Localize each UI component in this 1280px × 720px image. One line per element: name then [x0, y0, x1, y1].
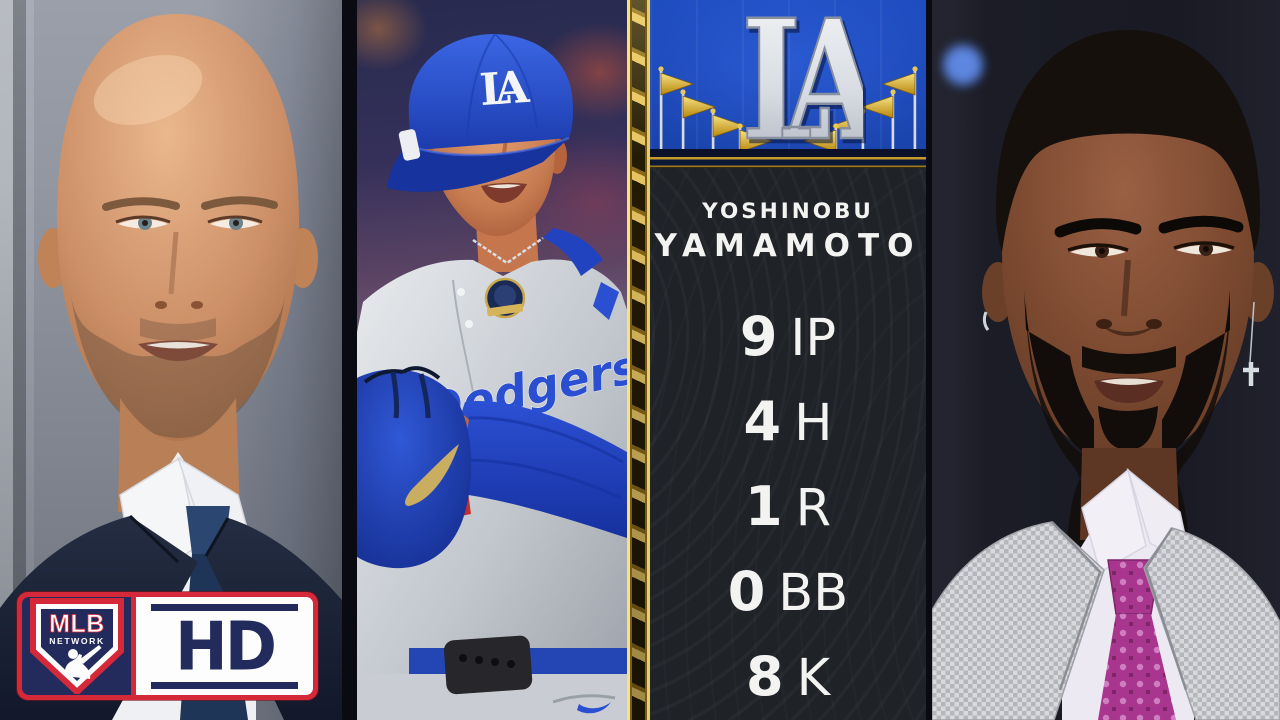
ear-earring-icon: [982, 311, 990, 331]
stat-value: 4: [743, 390, 782, 453]
player-illustration: LA Dodgers: [357, 33, 627, 720]
hd-bottom-bar: [151, 682, 298, 689]
glove-icon: [357, 366, 472, 569]
stats-body: YOSHINOBU YAMAMOTO 9 IP 4 H 1 R 0 BB 8 K: [650, 168, 926, 720]
hd-text: HD: [174, 607, 277, 685]
header-floor: [650, 149, 926, 157]
gold-divider: [650, 157, 926, 168]
hair: [996, 30, 1260, 252]
stat-label: BB: [778, 564, 849, 623]
homeplate-icon: MLB NETWORK: [29, 598, 124, 694]
stat-value: 9: [739, 305, 778, 368]
stat-row-ip: 9 IP: [650, 309, 926, 367]
stat-row-strikeouts: 8 K: [650, 649, 926, 707]
player-last-name: YAMAMOTO: [654, 228, 922, 264]
mlb-text: MLB: [49, 610, 105, 638]
cross-earring-icon: [1243, 301, 1259, 386]
world-series-patch-icon: [484, 277, 526, 319]
stat-row-hits: 4 H: [650, 394, 926, 452]
stats-graphic-panel: LA YOSHINOBU YAMAMOTO 9 IP 4 H 1 R 0 BB: [650, 0, 926, 720]
stat-label: IP: [790, 309, 837, 368]
nike-swoosh-icon: [577, 702, 611, 714]
stat-value: 8: [745, 645, 784, 708]
chain-necklace: [472, 236, 544, 265]
stat-value: 0: [727, 560, 766, 623]
mouth: [1094, 377, 1164, 403]
la-monogram-text: LA: [741, 2, 863, 156]
eyebrow: [201, 196, 278, 210]
analyst-head: [982, 30, 1274, 560]
la-dodgers-monogram: LA: [740, 2, 863, 156]
cap-side-patch: [398, 129, 421, 161]
stat-value: 1: [744, 475, 783, 538]
shirt-collar: [1081, 468, 1147, 574]
plaid-jacket: [932, 521, 1105, 720]
baseball-cap-icon: LA: [387, 33, 574, 192]
nose: [168, 231, 179, 295]
hd-badge: HD: [136, 597, 313, 695]
eyebrow: [1054, 218, 1142, 238]
panel-divider: [926, 0, 932, 720]
panel-divider: [342, 0, 357, 720]
belt-pouch: [443, 635, 533, 695]
eyebrow: [1158, 215, 1244, 234]
mlb-network-hd-watermark: MLB NETWORK HD: [17, 592, 318, 700]
stubble-beard: [70, 290, 286, 438]
pennant-icon-group-right: [802, 66, 918, 153]
pennant-icon-group-left: [658, 66, 774, 153]
pennant-icons: [658, 66, 918, 153]
left-analyst-video: [0, 0, 342, 720]
mlb-batter-icon: [64, 645, 101, 679]
plaid-jacket: [1143, 527, 1280, 720]
right-analyst-portrait: [932, 30, 1280, 720]
eyebrow: [102, 197, 180, 211]
studio-light-bokeh: [940, 40, 986, 90]
hd-top-bar: [151, 604, 298, 611]
mustache: [1082, 346, 1176, 374]
stat-label: H: [794, 394, 833, 453]
collar-trim: [543, 228, 603, 276]
beard: [1024, 290, 1230, 458]
player-photo: LA Dodgers: [357, 0, 627, 720]
right-analyst-video: [932, 0, 1280, 720]
analyst-head: [38, 14, 318, 441]
nike-swoosh-icon: [405, 444, 459, 506]
mouth: [138, 340, 218, 361]
eyes: [115, 215, 263, 230]
stat-row-walks: 0 BB: [650, 564, 926, 622]
mlb-network-logo: MLB NETWORK: [22, 597, 131, 695]
stat-row-runs: 1 R: [650, 479, 926, 537]
mouth: [481, 182, 527, 203]
gold-ladder-border: [627, 0, 650, 720]
team-header: LA: [650, 0, 926, 157]
stat-label: K: [796, 649, 831, 708]
network-text: NETWORK: [49, 636, 105, 646]
eyes: [1067, 241, 1235, 258]
nose: [1100, 324, 1158, 336]
pants: [357, 674, 627, 720]
player-first-name: YOSHINOBU: [702, 199, 874, 224]
stat-label: R: [795, 479, 831, 538]
